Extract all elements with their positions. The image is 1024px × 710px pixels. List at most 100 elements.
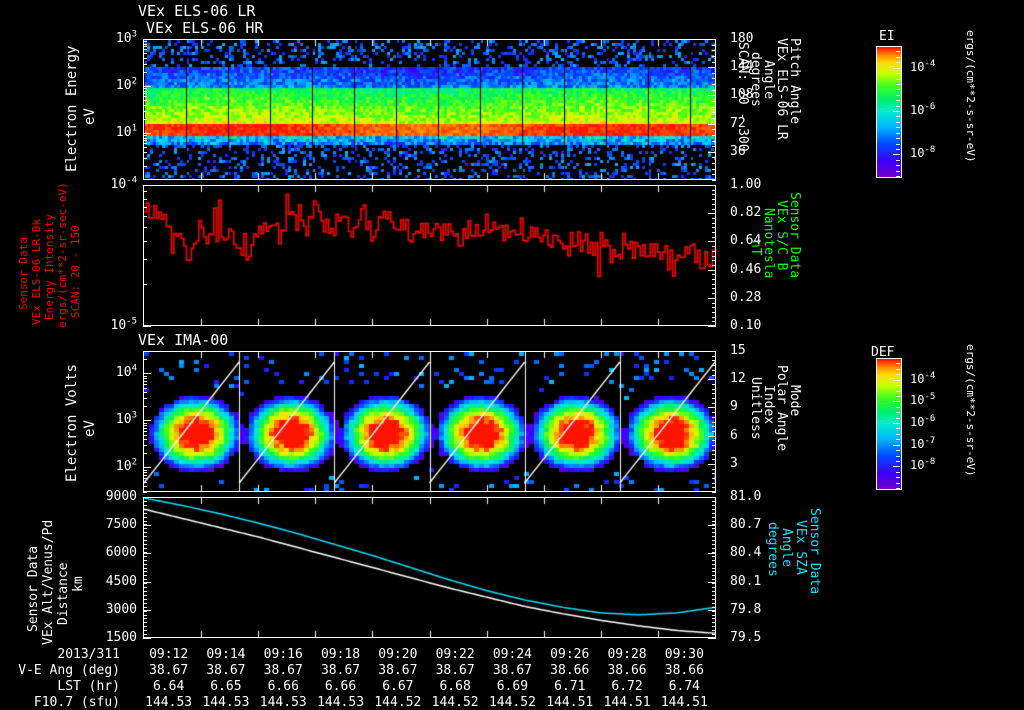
panel4-left-mintick: [143, 638, 147, 639]
panel2-left-mintick: [143, 284, 147, 285]
panel1-left-mintick: [143, 147, 147, 148]
table-time-cell: 09:22: [435, 647, 475, 662]
panel4-left-tick-1: 7500: [105, 517, 137, 533]
table-data-cell: 144.51: [660, 695, 708, 710]
panel2-right-mintick: [712, 284, 716, 285]
panel4-right-mintick: [712, 505, 716, 506]
panel2-right-mintick: [712, 209, 716, 210]
panel1-left-mintick: [143, 143, 147, 144]
panel4-right-mintick: [712, 599, 716, 600]
table-time-cell: 09:30: [664, 647, 704, 662]
panel3-right-tick-2: 9: [730, 399, 738, 415]
panel2-right-mintick: [712, 326, 716, 327]
panel4-left-mintick: [143, 560, 147, 561]
panel4-right-mintick: [712, 587, 716, 588]
table-data-cell: 144.53: [317, 695, 365, 710]
table-data-cell: 38.66: [550, 663, 590, 678]
panel4-left-mintick: [143, 517, 147, 518]
panel1-left-mintick: [143, 140, 147, 141]
panel4-left-mintick: [143, 599, 147, 600]
colorbar-EI-mintick: [896, 106, 900, 107]
table-time-cell: 09:16: [263, 647, 303, 662]
panel3-left-majtick-0: [143, 373, 151, 374]
panel1-right-mintick: [712, 163, 716, 164]
colorbar-EI-mintick: [896, 57, 900, 58]
panel4-left-mintick: [143, 532, 147, 533]
panel-altitude-sza[interactable]: [143, 497, 716, 638]
colorbar-EI-mintick: [896, 154, 900, 155]
panel3-right-axis-label-4: Unitless: [748, 377, 763, 440]
panel2-left-mintick: [143, 191, 147, 192]
panel2-right-mintick: [712, 185, 716, 186]
panel1-left-mintick: [143, 91, 147, 92]
panel1-left-mintick: [143, 135, 147, 136]
panel4-right-mintick: [712, 615, 716, 616]
panel3-right-mintick: [712, 492, 716, 493]
panel-ima-polar-angle-spectrogram[interactable]: [143, 351, 716, 492]
panel2-right-mintick: [712, 223, 716, 224]
panel4-left-mintick: [143, 528, 147, 529]
panel4-right-majtick-3: [708, 582, 716, 583]
panel2-right-axis-label-1: Sensor Data: [787, 192, 802, 279]
panel2-right-mintick: [712, 194, 716, 195]
colorbar-EI-mintick: [896, 46, 900, 47]
panel1-left-axis-label-2: eV: [82, 108, 98, 125]
panel2-right-tick-5: 0.10: [730, 318, 762, 333]
panel3-right-mintick: [712, 469, 716, 470]
colorbar-EI-mintick: [896, 51, 900, 52]
panel4-left-tick-4: 3000: [105, 601, 137, 617]
panel4-left-majtick-5: [143, 638, 151, 639]
panel1-left-mintick: [143, 72, 147, 73]
panel2-right-mintick: [712, 270, 716, 271]
panel4-right-mintick: [712, 517, 716, 518]
panel1-left-mintick: [143, 64, 147, 65]
panel1-right-mintick: [712, 39, 716, 40]
panel3-right-mintick: [712, 370, 716, 371]
panel4-left-mintick: [143, 521, 147, 522]
panel1-right-mintick: [712, 129, 716, 130]
altitude-sza-canvas: [144, 498, 715, 637]
panel2-right-mintick: [712, 298, 716, 299]
table-data-cell: 38.67: [149, 663, 189, 678]
colorbar-DEF-mintick: [896, 418, 900, 419]
colorbar-DEF-mintick: [896, 456, 900, 457]
colorbar-DEF-mintick: [896, 401, 900, 402]
table-data-cell: 144.52: [374, 695, 422, 710]
panel2-right-mintick: [712, 317, 716, 318]
panel3-right-tick-1: 12: [730, 371, 746, 387]
panel1-right-mintick: [712, 124, 716, 125]
colorbar-DEF-tick-2: 10-6: [910, 414, 936, 429]
panel4-left-axis-label-4: km: [71, 576, 86, 592]
colorbar-DEF-mintick: [896, 488, 900, 489]
panel1-right-mintick: [712, 157, 716, 158]
colorbar-EI-mintick: [896, 116, 900, 117]
panel4-right-mintick: [712, 509, 716, 510]
panel3-right-mintick: [712, 384, 716, 385]
panel1-left-mintick: [143, 119, 147, 120]
panel1-left-mintick: [143, 138, 147, 139]
panel3-left-mintick: [143, 482, 147, 483]
panel4-right-majtick-1: [708, 525, 716, 526]
table-time-cell: 09:20: [378, 647, 418, 662]
panel3-right-mintick: [712, 483, 716, 484]
panel-els-pitch-angle-spectrogram[interactable]: [143, 39, 716, 180]
panel1-left-mintick: [143, 111, 147, 112]
panel4-left-tick-5: 1500: [105, 630, 137, 645]
panel4-right-mintick: [712, 552, 716, 553]
panel2-left-axis-label-4: ergs/(cm**2-sr-sec-eV): [56, 182, 69, 328]
panel-els-energy-intensity[interactable]: [143, 185, 716, 326]
colorbar2-name: DEF: [871, 345, 895, 360]
ima-spectrogram-canvas: [144, 352, 715, 491]
table-data-cell: 6.64: [152, 679, 185, 694]
panel4-left-mintick: [143, 501, 147, 502]
panel1-left-mintick: [143, 152, 147, 153]
panel3-right-mintick: [712, 487, 716, 488]
panel4-right-mintick: [712, 591, 716, 592]
panel4-right-mintick: [712, 603, 716, 604]
colorbar-DEF-mintick: [896, 439, 900, 440]
panel1-right-mintick: [712, 50, 716, 51]
panel4-left-mintick: [143, 583, 147, 584]
panel1-left-mintick: [143, 53, 147, 54]
panel4-right-mintick: [712, 524, 716, 525]
panel1-right-mintick: [712, 141, 716, 142]
